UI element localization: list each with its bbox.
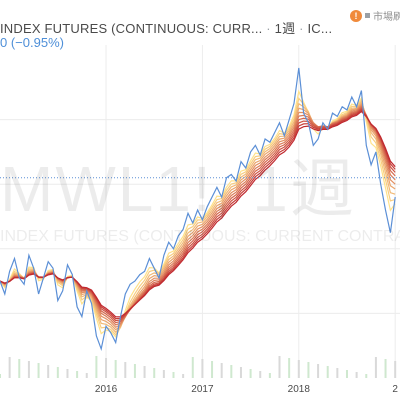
volume-bar — [0, 374, 1, 378]
market-label[interactable]: 市場刷 — [373, 12, 400, 23]
volume-bar — [268, 373, 271, 378]
volume-bar — [8, 357, 11, 378]
volume-bar — [220, 363, 223, 378]
volume-bar — [66, 369, 69, 378]
volume-bar — [211, 361, 214, 378]
volume-bar — [182, 374, 185, 378]
volume-bar — [18, 359, 21, 378]
volume-bar — [345, 370, 348, 378]
volume-bar — [239, 367, 242, 378]
volume-bar — [317, 364, 320, 378]
x-tick-label: 2018 — [287, 384, 310, 395]
volume-bar — [124, 362, 127, 378]
volume-bar — [27, 361, 30, 378]
price-change: 0 (−0.95%) — [0, 35, 64, 50]
volume-bar — [297, 360, 300, 378]
price-line — [0, 67, 396, 352]
volume-bar — [85, 373, 88, 378]
x-tick-label: 2 — [392, 384, 398, 395]
volume-bar — [230, 365, 233, 378]
volume-bar — [249, 369, 252, 378]
volume-bars — [0, 356, 397, 378]
x-tick-label: 2017 — [191, 384, 214, 395]
volume-bar — [278, 356, 281, 378]
volume-bar — [307, 362, 310, 378]
volume-bar — [172, 372, 175, 378]
header-separator: · — [299, 21, 308, 36]
volume-bar — [336, 368, 339, 378]
volume-bar — [95, 356, 98, 378]
moving-average-ribbon — [0, 89, 396, 338]
volume-bar — [76, 371, 79, 378]
volume-bar — [47, 365, 50, 378]
volume-bar — [153, 368, 156, 378]
interval-label[interactable]: 1週 — [274, 21, 296, 36]
volume-bar — [365, 374, 368, 378]
chart-header: INDEX FUTURES (CONTINUOUS: CURR... · 1週 … — [0, 18, 332, 37]
volume-bar — [105, 358, 108, 378]
volume-bar — [374, 357, 377, 378]
alert-icon[interactable]: ! — [350, 9, 362, 22]
volume-bar — [37, 363, 40, 378]
volume-bar — [326, 366, 329, 378]
volume-bar — [355, 372, 358, 378]
volume-bar — [201, 359, 204, 378]
top-right-controls: ! 市場刷 — [350, 8, 400, 23]
instrument-title[interactable]: INDEX FUTURES (CONTINUOUS: CURR... — [0, 21, 263, 36]
volume-bar — [133, 364, 136, 378]
volume-bar — [114, 360, 117, 378]
x-tick-label: 2016 — [94, 384, 118, 395]
ma-line-12 — [0, 110, 396, 318]
volume-bar — [384, 359, 387, 378]
volume-bar — [162, 370, 165, 378]
symbol-watermark: MWL1!, 1週 — [0, 153, 356, 225]
volume-bar — [259, 371, 262, 378]
exchange-label: IC... — [307, 21, 333, 36]
price-series — [0, 67, 396, 352]
volume-bar — [56, 367, 59, 378]
header-separator: · — [266, 21, 275, 36]
market-square-icon — [365, 13, 370, 18]
volume-bar — [394, 361, 397, 378]
volume-bar — [191, 357, 194, 378]
x-axis — [0, 378, 400, 400]
description-watermark: INDEX FUTURES (CONTINUOUS: CURRENT CONTR… — [0, 228, 400, 245]
volume-bar — [143, 366, 146, 378]
volume-bar — [288, 358, 291, 378]
